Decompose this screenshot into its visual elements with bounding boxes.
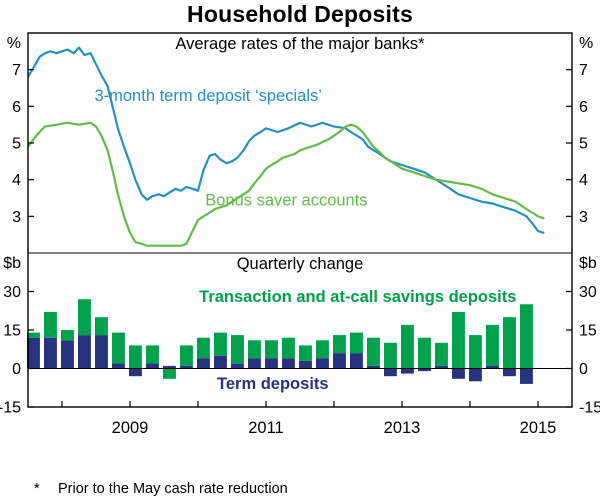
svg-text:3: 3 [579, 209, 588, 226]
svg-text:7: 7 [579, 62, 588, 79]
svg-text:Quarterly change: Quarterly change [237, 255, 364, 273]
svg-text:2015: 2015 [520, 419, 557, 437]
chart-canvas: 3 3 4 4 5 5 6 6 7 7% % Average rates of the major b… [0, 32, 600, 437]
svg-text:6: 6 [12, 99, 21, 116]
svg-text:6: 6 [579, 99, 588, 116]
svg-text:4: 4 [12, 172, 21, 189]
svg-text:-15: -15 [0, 400, 21, 417]
svg-text:7: 7 [12, 62, 21, 79]
svg-text:0: 0 [12, 361, 21, 378]
svg-text:Transaction and at-call saving: Transaction and at-call savings deposits [199, 288, 516, 306]
svg-text:$b: $b [579, 255, 597, 272]
svg-text:2013: 2013 [384, 419, 421, 437]
svg-text:15: 15 [579, 323, 597, 340]
svg-text:-15: -15 [579, 400, 600, 417]
svg-text:30: 30 [579, 284, 597, 301]
svg-text:15: 15 [3, 323, 21, 340]
svg-text:Average rates of the major ban: Average rates of the major banks* [175, 35, 425, 53]
svg-text:30: 30 [3, 284, 21, 301]
svg-text:%: % [7, 35, 21, 52]
svg-text:%: % [579, 35, 593, 52]
footnote-text: Prior to the May cash rate reduction [58, 481, 288, 496]
svg-text:Term deposits: Term deposits [217, 375, 329, 393]
svg-text:0: 0 [579, 361, 588, 378]
svg-text:5: 5 [579, 136, 588, 153]
svg-text:3: 3 [12, 209, 21, 226]
svg-text:2009: 2009 [112, 419, 149, 437]
footnotes: *Prior to the May cash rate reduction So… [34, 449, 288, 496]
svg-text:$b: $b [3, 255, 21, 272]
svg-text:3-month term deposit ‘specials: 3-month term deposit ‘specials’ [94, 87, 321, 105]
svg-text:Bonus saver accounts: Bonus saver accounts [205, 191, 367, 209]
footnote-marker: * [34, 481, 40, 496]
page-title: Household Deposits [187, 1, 413, 27]
svg-text:5: 5 [12, 136, 21, 153]
svg-text:2011: 2011 [248, 419, 283, 437]
footnote: * Prior to the May cash rate reduction [34, 481, 288, 496]
svg-text:4: 4 [579, 172, 588, 189]
